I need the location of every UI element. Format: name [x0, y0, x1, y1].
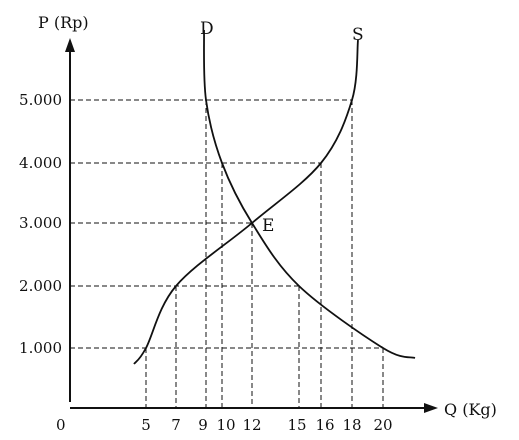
y-tick-label: 3.000 — [19, 214, 62, 232]
supply-curve — [133, 39, 359, 365]
x-axis-title: Q (Kg) — [444, 400, 497, 419]
supply-point — [175, 285, 177, 287]
origin-label: 0 — [56, 416, 66, 434]
x-tick-label: 15 — [287, 416, 306, 434]
y-axis-arrow-icon — [65, 38, 75, 52]
y-axis-title: P (Rp) — [38, 13, 89, 32]
y-tick-label: 5.000 — [19, 91, 62, 109]
axes — [65, 38, 438, 413]
x-tick-label: 5 — [141, 416, 151, 434]
y-tick-label: 1.000 — [19, 339, 62, 357]
supply-point — [145, 347, 147, 349]
curves — [133, 29, 416, 365]
x-tick-label: 20 — [373, 416, 392, 434]
equilibrium-label: E — [262, 216, 274, 236]
x-tick-labels: 5 7 9 10 12 15 16 18 20 — [141, 416, 392, 434]
supply-point — [251, 222, 253, 224]
supply-curve-label: S — [352, 25, 364, 45]
x-tick-label: 9 — [198, 416, 208, 434]
demand-point — [298, 285, 300, 287]
x-tick-label: 12 — [242, 416, 261, 434]
curve-labels: D S E — [200, 19, 364, 236]
y-tick-labels: 1.000 2.000 3.000 4.000 5.000 — [19, 91, 62, 357]
supply-point — [351, 99, 353, 101]
y-tick-label: 4.000 — [19, 154, 62, 172]
x-tick-label: 18 — [342, 416, 361, 434]
x-tick-label: 7 — [171, 416, 181, 434]
demand-curve — [203, 29, 416, 359]
x-tick-label: 10 — [216, 416, 235, 434]
demand-point — [221, 162, 223, 164]
guide-lines — [70, 99, 384, 408]
demand-curve-label: D — [200, 19, 214, 39]
y-tick-label: 2.000 — [19, 277, 62, 295]
demand-point — [205, 99, 207, 101]
supply-point — [320, 162, 322, 164]
x-axis-arrow-icon — [424, 403, 438, 413]
x-tick-label: 16 — [315, 416, 334, 434]
demand-point — [382, 347, 384, 349]
